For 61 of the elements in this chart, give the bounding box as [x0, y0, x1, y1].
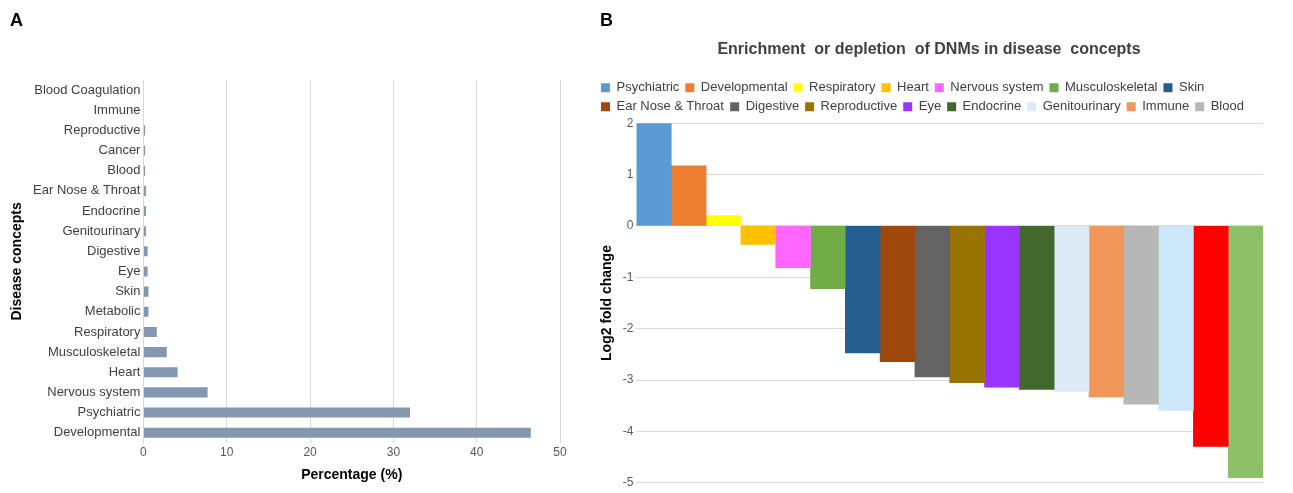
bar	[143, 205, 146, 217]
x-axis-title: Percentage (%)	[301, 466, 403, 483]
y-tick-label: -3	[622, 372, 634, 387]
y-tick-label: Digestive	[86, 242, 141, 258]
x-tick-label: 50	[553, 445, 567, 460]
bar	[143, 347, 167, 358]
y-tick-label: 1	[626, 166, 634, 181]
chart-title: Enrichment or depletion of DNMs in disease concepts	[717, 40, 1141, 58]
y-tick-label: Blood	[107, 162, 141, 178]
y-tick-label: Heart	[108, 363, 141, 379]
bar	[143, 226, 146, 237]
y-tick-label: Blood Coagulation	[34, 81, 141, 97]
legend-label: Endocrine	[962, 98, 1022, 114]
text: A	[10, 9, 23, 30]
y-tick-label: Respiratory	[73, 323, 141, 339]
legend-label: Eye	[918, 98, 942, 114]
x-tick-label: 10	[220, 445, 234, 460]
y-tick-label: Immune	[93, 101, 141, 117]
y-tick-label: Eye	[118, 263, 141, 279]
legend-label: Immune	[1142, 98, 1190, 114]
y-tick-label: 0	[626, 218, 634, 233]
legend-label: Respiratory	[809, 79, 877, 95]
bar	[143, 427, 531, 438]
y-tick-label: -1	[622, 269, 634, 284]
legend-label: Digestive	[745, 98, 800, 114]
y-tick-label: Skin	[115, 283, 141, 299]
y-axis-title: Disease concepts	[8, 202, 25, 321]
text: B	[600, 9, 613, 30]
bar	[143, 246, 148, 257]
y-tick-label: Cancer	[98, 142, 142, 158]
legend-label: Developmental	[700, 79, 788, 95]
y-tick-label: Metabolic	[84, 303, 141, 319]
y-tick-label: Psychiatric	[77, 404, 141, 420]
legend-label: Genitourinary	[1042, 98, 1122, 114]
bar	[143, 387, 208, 398]
y-tick-label: -2	[622, 321, 634, 335]
y-tick-label: 2	[626, 115, 634, 130]
y-tick-label: Musculoskeletal	[47, 343, 141, 359]
y-tick-label: -5	[622, 475, 634, 490]
y-tick-label: Reproductive	[63, 121, 141, 137]
legend-label: Blood	[1210, 98, 1244, 114]
legend-label: Musculoskeletal	[1065, 79, 1158, 95]
x-tick-label: 40	[470, 445, 484, 460]
x-tick-label: 30	[386, 445, 401, 460]
x-tick-label: 20	[303, 445, 318, 460]
y-tick-label: Developmental	[53, 424, 141, 440]
bar	[143, 266, 148, 277]
bar	[143, 185, 146, 196]
bar	[143, 326, 157, 337]
y-tick-label: Ear Nose & Throat	[33, 182, 141, 198]
legend-label: Reproductive	[820, 98, 898, 114]
legend-label: Skin	[1178, 79, 1205, 95]
bar	[143, 367, 178, 378]
legend-label: Nervous system	[950, 79, 1044, 95]
y-axis-title: Log2 fold change	[598, 244, 615, 361]
bar	[143, 407, 411, 418]
y-tick-label: -4	[622, 423, 634, 438]
y-tick-label: Genitourinary	[62, 222, 141, 238]
y-tick-label: Endocrine	[81, 202, 141, 218]
y-tick-label: Nervous system	[47, 383, 141, 399]
legend-label: Heart	[897, 79, 930, 95]
